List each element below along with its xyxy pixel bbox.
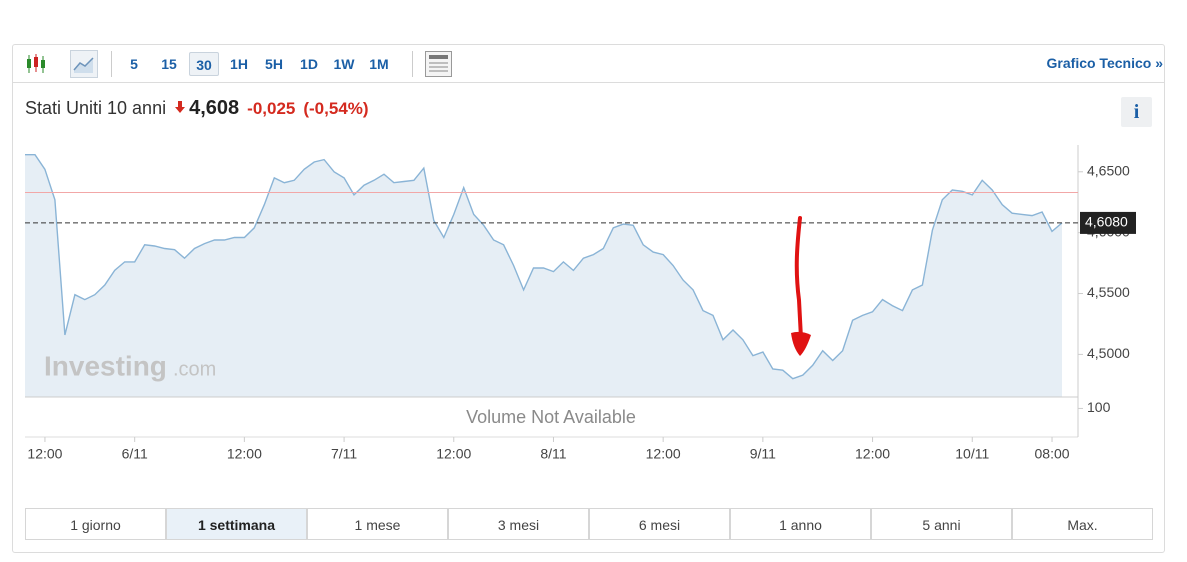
- chart: Investing .com 4,65004,60004,55004,50004…: [25, 145, 1136, 462]
- widget-frame: [12, 44, 1165, 553]
- change-percent: (-0,54%): [303, 99, 369, 118]
- interval-button[interactable]: 1D: [300, 56, 318, 72]
- toolbar-separator: [412, 51, 413, 77]
- last-price-label: 4,6080: [1085, 214, 1128, 230]
- technical-chart-link[interactable]: Grafico Tecnico »: [1047, 55, 1163, 71]
- x-tick-label: 7/11: [331, 446, 357, 462]
- interval-button[interactable]: 1W: [333, 56, 355, 72]
- volume-tick-label: 100: [1087, 399, 1111, 415]
- x-tick-label: 12:00: [855, 446, 890, 462]
- area-fill: [25, 154, 1062, 397]
- candlestick-icon[interactable]: [24, 52, 48, 76]
- x-tick-label: 6/11: [122, 446, 148, 462]
- x-tick-label: 12:00: [646, 446, 681, 462]
- interval-button[interactable]: 30: [189, 52, 219, 76]
- toolbar-separator: [111, 51, 112, 77]
- down-arrow: [175, 101, 186, 113]
- instrument-name: Stati Uniti 10 anni: [25, 98, 167, 118]
- range-button[interactable]: 3 mesi: [448, 508, 589, 540]
- x-tick-label: 08:00: [1035, 446, 1070, 462]
- volume-message: Volume Not Available: [466, 407, 636, 427]
- price-line: [25, 154, 1063, 380]
- watermark-brand: Investing: [44, 350, 167, 381]
- range-button[interactable]: 1 giorno: [25, 508, 166, 540]
- interval-button[interactable]: 5H: [265, 56, 283, 72]
- quote-header: Stati Uniti 10 anni 4,608 -0,025 (-0,54%…: [25, 97, 369, 120]
- y-tick-label: 4,5000: [1087, 345, 1130, 361]
- link-icon[interactable]: »: [1155, 55, 1163, 71]
- toolbar-divider: [13, 82, 1165, 83]
- range-button[interactable]: 6 mesi: [589, 508, 730, 540]
- x-tick-label: 8/11: [540, 446, 566, 462]
- x-tick-label: 9/11: [750, 446, 776, 462]
- info-button[interactable]: i: [1121, 97, 1152, 127]
- area-icon[interactable]: [70, 50, 98, 78]
- range-button[interactable]: 1 mese: [307, 508, 448, 540]
- interval-button[interactable]: 1M: [369, 56, 389, 72]
- table-icon[interactable]: [425, 51, 452, 77]
- annotation-arrowhead: [791, 331, 811, 356]
- range-button[interactable]: 1 settimana: [166, 508, 307, 540]
- last-price-box: [1080, 211, 1136, 234]
- price: 4,608: [189, 97, 240, 119]
- x-tick-label: 10/11: [955, 446, 989, 462]
- y-tick-label: 4,5500: [1087, 284, 1130, 300]
- interval-button[interactable]: 1H: [230, 56, 248, 72]
- range-button[interactable]: 1 anno: [730, 508, 871, 540]
- y-tick-label: 4,6500: [1087, 162, 1130, 178]
- range-button[interactable]: Max.: [1012, 508, 1153, 540]
- x-tick-label: 12:00: [436, 446, 471, 462]
- annotation-arrow: [794, 216, 803, 340]
- watermark-domain: .com: [173, 358, 216, 380]
- range-button[interactable]: 5 anni: [871, 508, 1012, 540]
- interval-button[interactable]: 15: [161, 56, 177, 72]
- x-tick-label: 12:00: [227, 446, 262, 462]
- change: -0,025: [247, 99, 296, 118]
- link-text[interactable]: Grafico Tecnico: [1046, 55, 1152, 71]
- x-tick-label: 12:00: [27, 446, 62, 462]
- interval-button[interactable]: 5: [130, 56, 138, 72]
